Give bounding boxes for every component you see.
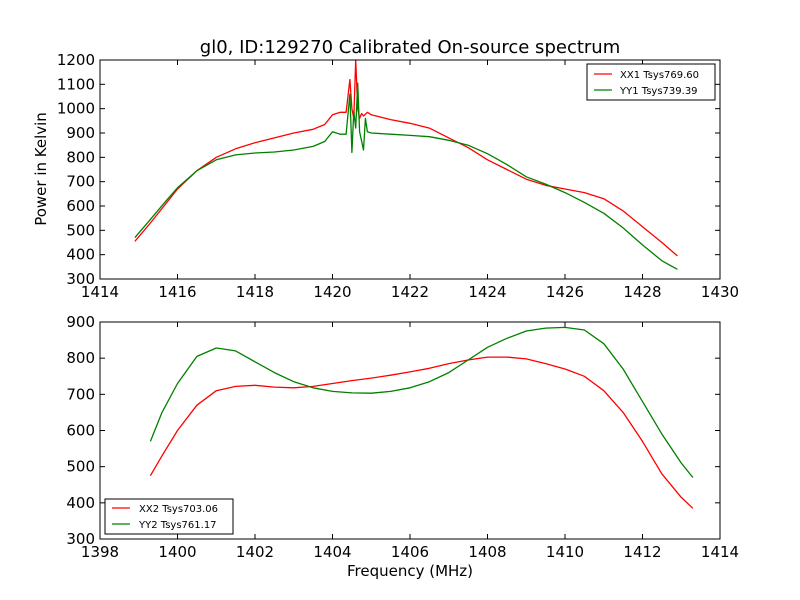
top-x-tick-label: 1430 xyxy=(701,283,739,301)
top-legend: XX1 Tsys769.60 YY1 Tsys739.39 xyxy=(586,63,716,101)
top-y-tick-label: 900 xyxy=(66,124,95,142)
top-y-tick-label: 1000 xyxy=(57,100,95,118)
top-plot-frame xyxy=(99,59,721,280)
top-x-tick-label: 1418 xyxy=(236,283,274,301)
bottom-plot-frame xyxy=(99,321,721,540)
top-y-tick-label: 1200 xyxy=(57,51,95,69)
bottom-x-tick-label: 1400 xyxy=(158,543,196,561)
top-y-tick-label: 400 xyxy=(66,246,95,264)
top-y-tick-label: 500 xyxy=(66,221,95,239)
bottom-y-tick-label: 600 xyxy=(66,422,95,440)
bottom-x-tick-label: 1412 xyxy=(623,543,661,561)
bottom-x-tick-label: 1414 xyxy=(701,543,739,561)
top-lines xyxy=(134,59,678,270)
bottom-legend-box xyxy=(104,498,234,535)
bottom-lines xyxy=(149,326,694,509)
top-x-tick-label: 1416 xyxy=(158,283,196,301)
bottom-legend: XX2 Tsys703.06 YY2 Tsys761.17 xyxy=(104,498,234,535)
bottom-x-tick-label: 1398 xyxy=(81,543,119,561)
top-x-tick-label: 1426 xyxy=(546,283,584,301)
bottom-y-tick-label: 400 xyxy=(66,494,95,512)
top-y-tick-label: 300 xyxy=(66,270,95,288)
top-x-tick-label: 1424 xyxy=(468,283,506,301)
top-x-tick-label: 1420 xyxy=(313,283,351,301)
top-legend-box xyxy=(586,63,716,101)
bottom-x-tick-label: 1408 xyxy=(468,543,506,561)
top-y-tick-label: 1100 xyxy=(57,75,95,93)
top-x-tick-label: 1422 xyxy=(391,283,429,301)
top-y-tick-label: 700 xyxy=(66,173,95,191)
top-ticks: 1414 1416 1418 1420 1422 1424 1426 1428 1430 300 4… xyxy=(57,51,739,301)
top-chart-title: gl0, ID:129270 Calibrated On-source spec… xyxy=(200,37,620,58)
bottom-x-tick-label: 1406 xyxy=(391,543,429,561)
bottom-series-line-xx xyxy=(149,356,694,509)
top-x-tick-label: 1414 xyxy=(81,283,119,301)
bottom-x-axis-label: Frequency (MHz) xyxy=(347,562,473,580)
top-series-line-yy xyxy=(134,82,678,270)
bottom-panel: Frequency (MHz) 1398 1400 1402 1404 1406 1408… xyxy=(66,313,739,580)
bottom-y-tick-label: 300 xyxy=(66,530,95,548)
bottom-legend-label-xx2: XX2 Tsys703.06 xyxy=(139,504,218,515)
bottom-x-tick-label: 1404 xyxy=(313,543,351,561)
top-x-tick-label: 1428 xyxy=(623,283,661,301)
top-legend-label-yy1: YY1 Tsys739.39 xyxy=(619,86,698,97)
top-y-tick-label: 800 xyxy=(66,148,95,166)
bottom-ticks: 1398 1400 1402 1404 1406 1408 1410 1412 1414 300 4… xyxy=(66,313,739,561)
bottom-legend-label-yy2: YY2 Tsys761.17 xyxy=(138,520,217,531)
bottom-x-tick-label: 1402 xyxy=(236,543,274,561)
bottom-y-tick-label: 800 xyxy=(66,349,95,367)
top-panel: gl0, ID:129270 Calibrated On-source spec… xyxy=(32,37,739,301)
bottom-series-line-yy xyxy=(149,326,694,478)
top-y-tick-label: 600 xyxy=(66,197,95,215)
top-legend-label-xx1: XX1 Tsys769.60 xyxy=(620,70,699,81)
bottom-y-tick-label: 500 xyxy=(66,458,95,476)
top-y-axis-label: Power in Kelvin xyxy=(32,112,50,226)
bottom-y-tick-label: 700 xyxy=(66,385,95,403)
bottom-y-tick-label: 900 xyxy=(66,313,95,331)
bottom-x-tick-label: 1410 xyxy=(546,543,584,561)
